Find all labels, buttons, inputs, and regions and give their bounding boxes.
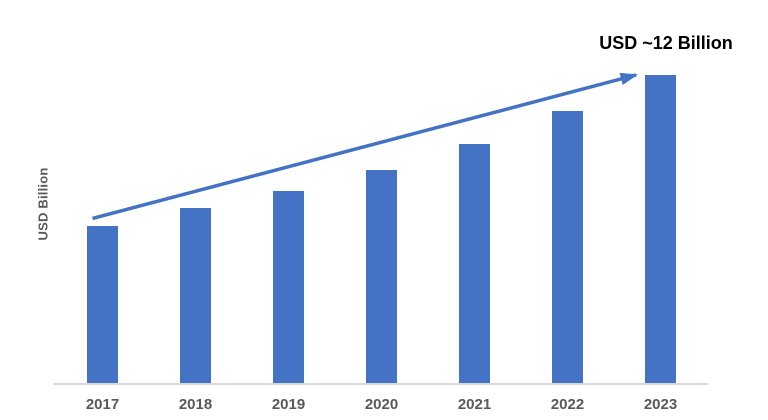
bar-2023 bbox=[645, 75, 676, 383]
bar-2017 bbox=[87, 226, 118, 383]
x-tick-label-2022: 2022 bbox=[550, 396, 585, 413]
bar-2019 bbox=[273, 190, 304, 383]
x-axis-line bbox=[53, 383, 708, 385]
x-tick-label-2017: 2017 bbox=[85, 396, 120, 413]
bar-2018 bbox=[180, 208, 211, 383]
y-axis-label: USD Billion bbox=[35, 167, 51, 241]
x-tick-label-2021: 2021 bbox=[457, 396, 492, 413]
value-annotation: USD ~12 Billion bbox=[599, 33, 733, 53]
bar-2020 bbox=[366, 169, 397, 383]
x-tick-label-2018: 2018 bbox=[178, 396, 213, 413]
bar-2022 bbox=[552, 110, 583, 383]
x-tick-label-2023: 2023 bbox=[643, 396, 678, 413]
x-tick-label-2019: 2019 bbox=[271, 396, 306, 413]
x-tick-label-2020: 2020 bbox=[364, 396, 399, 413]
bar-2021 bbox=[459, 144, 490, 383]
